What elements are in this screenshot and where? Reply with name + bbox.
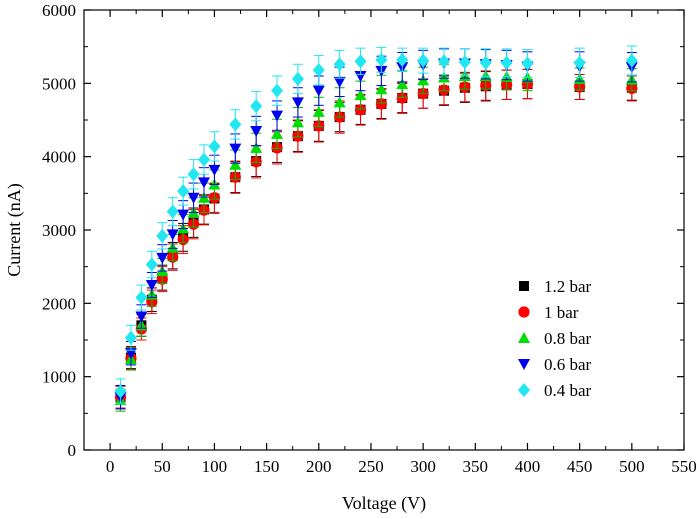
legend: 1.2 bar 1 bar 0.8 bar 0.6 bar 0.4 bar (518, 277, 592, 400)
data-point (333, 57, 346, 72)
data-point (375, 98, 387, 110)
y-tick-label: 2000 (42, 294, 76, 313)
x-tick-label: 150 (254, 457, 280, 476)
y-tick-label: 4000 (42, 148, 76, 167)
data-point (135, 290, 148, 305)
x-tick-label: 200 (306, 457, 332, 476)
legend-marker (518, 359, 530, 370)
legend-label: 0.6 bar (544, 355, 592, 374)
legend-label: 0.4 bar (544, 381, 592, 400)
data-point (271, 110, 284, 122)
data-point (354, 54, 367, 69)
x-tick-label: 550 (671, 457, 697, 476)
x-tick-label: 400 (515, 457, 541, 476)
data-point (187, 167, 200, 182)
legend-marker (519, 281, 529, 291)
data-point (312, 63, 325, 78)
x-tick-label: 250 (358, 457, 384, 476)
x-tick-label: 50 (154, 457, 171, 476)
data-point (229, 143, 242, 155)
y-tick-label: 6000 (42, 1, 76, 20)
data-point (354, 89, 367, 101)
data-point (375, 52, 388, 67)
y-tick-label: 3000 (42, 221, 76, 240)
data-point (521, 56, 534, 71)
data-point (333, 96, 346, 108)
data-point (479, 55, 492, 70)
data-point (291, 97, 304, 109)
data-point (500, 55, 513, 70)
x-tick-label: 300 (410, 457, 436, 476)
x-tick-label: 0 (106, 457, 115, 476)
legend-marker (518, 306, 530, 318)
data-point (135, 311, 148, 323)
data-point (396, 92, 408, 104)
data-point (198, 152, 210, 167)
data-point (208, 164, 221, 176)
data-point (573, 55, 586, 70)
data-point (312, 105, 325, 117)
legend-label: 0.8 bar (544, 329, 592, 348)
data-point (354, 71, 367, 82)
legend-label: 1.2 bar (544, 277, 592, 296)
data-point (250, 99, 263, 114)
data-point (229, 158, 242, 170)
data-point (166, 204, 179, 219)
y-tick-label: 0 (68, 441, 77, 460)
data-point (156, 228, 169, 243)
legend-label: 1 bar (544, 303, 579, 322)
y-axis-title: Current (nA) (4, 183, 25, 276)
data-point (250, 126, 263, 137)
data-point (177, 209, 190, 221)
data-point (375, 83, 388, 95)
data-point (271, 83, 284, 98)
data-point (114, 384, 127, 399)
data-point (625, 53, 638, 68)
data-point (396, 52, 409, 67)
data-point (198, 177, 210, 189)
x-tick-label: 350 (463, 457, 489, 476)
axes: 0 50 100 150 200 250 300 350 400 450 500 550 0 1000 20… (42, 1, 697, 476)
x-tick-label: 500 (619, 457, 645, 476)
data-point (333, 76, 346, 88)
x-axis-title: Voltage (V) (342, 493, 426, 514)
series-0-4-bar (114, 45, 638, 405)
legend-marker (518, 383, 530, 397)
data-point (291, 116, 304, 128)
data-point (208, 139, 221, 154)
data-point (250, 141, 263, 153)
y-tick-label: 1000 (42, 368, 76, 387)
x-tick-label: 450 (567, 457, 593, 476)
x-tick-label: 100 (202, 457, 228, 476)
plot-area (114, 45, 638, 412)
data-point (177, 184, 190, 199)
data-point (229, 117, 242, 132)
data-point (145, 280, 158, 291)
data-point (291, 71, 304, 86)
data-point (124, 330, 137, 345)
data-point (312, 85, 325, 97)
data-point (417, 53, 430, 68)
data-point (396, 78, 409, 90)
legend-marker (518, 332, 530, 343)
y-tick-label: 5000 (42, 74, 76, 93)
data-point (187, 192, 200, 204)
data-point (458, 55, 471, 70)
data-point (166, 229, 179, 241)
data-point (145, 257, 158, 272)
data-point (156, 252, 169, 264)
data-point (271, 127, 284, 139)
data-point (438, 54, 450, 69)
data-point (354, 104, 367, 116)
data-point (124, 348, 137, 360)
